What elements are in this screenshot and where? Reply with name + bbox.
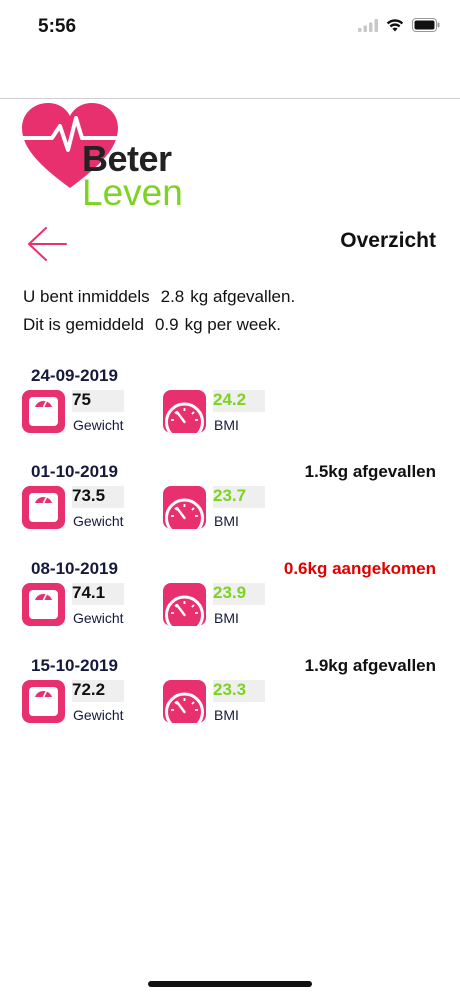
summary-weight-lost: U bent inmiddels 2.8 kg afgevallen. [23, 287, 295, 307]
summary-line2-suffix: kg per week. [184, 315, 281, 334]
scale-icon [22, 486, 65, 529]
summary-line1-suffix: kg afgevallen. [190, 287, 296, 306]
home-indicator[interactable] [148, 981, 312, 987]
entry-date: 15-10-2019 [31, 656, 118, 675]
weight-value: 72.2 [72, 680, 124, 702]
entry-row: 24-09-2019 75 Gewicht 24.2 BMI [0, 366, 460, 456]
entry-row: 08-10-2019 0.6kg aangekomen 74.1 Gewicht… [0, 559, 460, 649]
weight-value: 74.1 [72, 583, 124, 605]
summary-line1-prefix: U bent inmiddels [23, 287, 150, 306]
speedometer-icon [163, 583, 206, 626]
back-button[interactable] [26, 224, 68, 264]
scale-icon [22, 680, 65, 723]
bmi-value: 23.7 [213, 486, 265, 508]
entry-row: 15-10-2019 1.9kg afgevallen 72.2 Gewicht… [0, 656, 460, 746]
weight-label: Gewicht [73, 610, 124, 626]
weight-label: Gewicht [73, 513, 124, 529]
bmi-label: BMI [214, 610, 239, 626]
summary-line1-value: 2.8 [160, 287, 185, 306]
entry-date: 01-10-2019 [31, 462, 118, 481]
page-title: Overzicht [340, 229, 436, 252]
bmi-value: 23.9 [213, 583, 265, 605]
summary-weekly-average: Dit is gemiddeld 0.9 kg per week. [23, 315, 281, 335]
speedometer-icon [163, 680, 206, 723]
entry-date: 08-10-2019 [31, 559, 118, 578]
brand-leven: Leven [82, 172, 183, 213]
weight-label: Gewicht [73, 707, 124, 723]
signal-icon [358, 18, 378, 37]
summary-line2-prefix: Dit is gemiddeld [23, 315, 144, 334]
entry-date: 24-09-2019 [31, 366, 118, 385]
heart-icon [22, 103, 118, 188]
scale-icon [22, 583, 65, 626]
status-bar: 5:56 [0, 0, 460, 56]
bmi-label: BMI [214, 417, 239, 433]
weight-label: Gewicht [73, 417, 124, 433]
bmi-label: BMI [214, 513, 239, 529]
bmi-value: 24.2 [213, 390, 265, 412]
battery-icon [412, 18, 440, 37]
bmi-label: BMI [214, 707, 239, 723]
bmi-value: 23.3 [213, 680, 265, 702]
header-divider [0, 98, 460, 99]
entry-change: 0.6kg aangekomen [283, 559, 436, 578]
entry-change: 1.5kg afgevallen [304, 462, 436, 481]
entry-change: 1.9kg afgevallen [304, 656, 436, 675]
weight-value: 73.5 [72, 486, 124, 508]
status-time: 5:56 [38, 16, 77, 37]
wifi-icon [386, 18, 404, 37]
weight-value: 75 [72, 390, 124, 412]
brand-logo: Beter Leven [20, 102, 195, 213]
speedometer-icon [163, 390, 206, 433]
scale-icon [22, 390, 65, 433]
arrow-left-icon [28, 227, 67, 261]
entry-row: 01-10-2019 1.5kg afgevallen 73.5 Gewicht… [0, 462, 460, 552]
brand-beter: Beter [82, 138, 172, 179]
status-icons [358, 18, 440, 37]
summary-line2-value: 0.9 [154, 315, 179, 334]
speedometer-icon [163, 486, 206, 529]
